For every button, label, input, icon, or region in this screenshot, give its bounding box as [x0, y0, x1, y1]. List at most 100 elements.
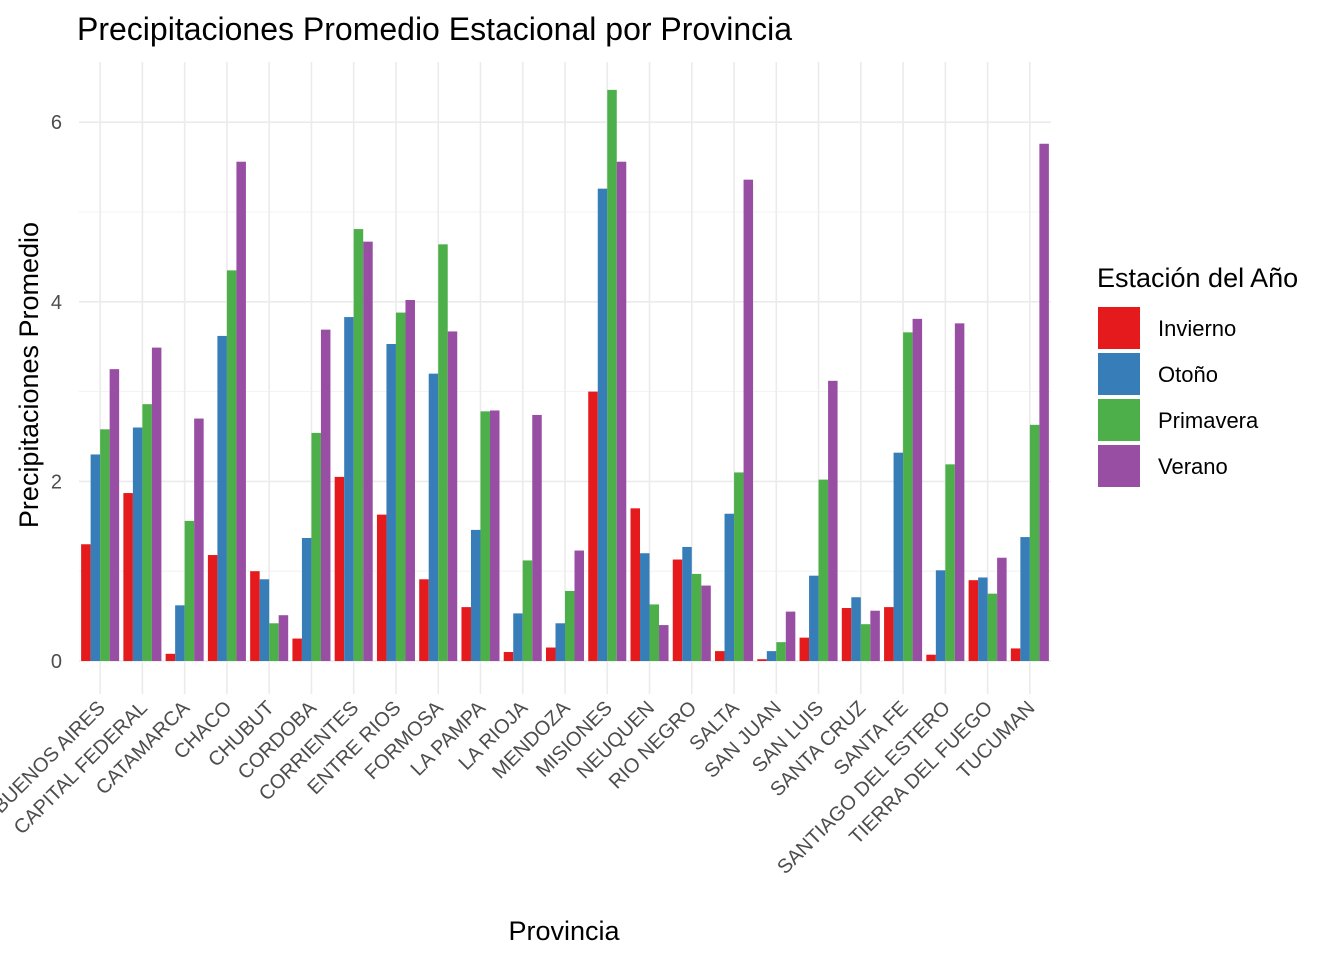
bar-santa-fe-invierno	[884, 607, 894, 661]
bar-cordoba-otono	[301, 537, 312, 661]
y-axis: 0 2 4 6	[51, 112, 62, 673]
bar-santa-cruz-verano	[870, 610, 880, 661]
bar-la-rioja-otono	[513, 613, 523, 661]
bar-santiago-del-estero-otono	[935, 570, 946, 661]
bar-buenos-aires-primavera	[100, 429, 110, 661]
bar-mendoza-verano	[574, 550, 585, 661]
y-tick-label: 6	[51, 112, 62, 134]
bar-neuquen-primavera	[649, 604, 660, 661]
bar-misiones-primavera	[607, 89, 617, 661]
bar-formosa-primavera	[438, 244, 448, 661]
legend: Estación del Año Invierno Otoño Primavera V…	[1097, 263, 1298, 487]
bar-cordoba-verano	[320, 329, 331, 661]
legend-title: Estación del Año	[1097, 263, 1298, 293]
bar-rio-negro-verano	[701, 585, 711, 661]
bar-corrientes-otono	[344, 317, 354, 661]
bar-catamarca-verano	[194, 418, 204, 661]
y-axis-title: Precipitaciones Promedio	[14, 222, 44, 528]
bar-capital-federal-verano	[151, 347, 162, 661]
bar-la-pampa-primavera	[480, 411, 490, 661]
bar-tucuman-primavera	[1029, 424, 1040, 661]
bar-san-juan-invierno	[757, 659, 767, 661]
bar-la-pampa-otono	[470, 529, 481, 661]
bar-tucuman-otono	[1020, 537, 1030, 661]
bar-misiones-invierno	[588, 391, 598, 661]
bar-santiago-del-estero-verano	[954, 323, 965, 661]
legend-key-primavera	[1098, 399, 1140, 441]
bar-rio-negro-primavera	[691, 573, 702, 661]
bar-santiago-del-estero-primavera	[945, 464, 955, 661]
x-axis-title: Provincia	[508, 916, 620, 946]
bar-formosa-invierno	[419, 579, 429, 661]
bar-la-rioja-verano	[532, 414, 542, 661]
bar-mendoza-otono	[555, 623, 565, 661]
bar-salta-verano	[743, 179, 754, 661]
bar-salta-invierno	[715, 651, 725, 661]
bar-san-luis-invierno	[799, 637, 810, 661]
bar-mendoza-primavera	[565, 590, 575, 661]
y-tick-label: 2	[51, 471, 62, 493]
bar-salta-otono	[724, 513, 735, 661]
bar-entre-rios-otono	[386, 344, 396, 661]
bar-entre-rios-verano	[405, 300, 415, 661]
bar-buenos-aires-invierno	[81, 544, 91, 661]
bar-san-luis-primavera	[818, 479, 829, 661]
bar-san-luis-otono	[809, 575, 819, 661]
bar-neuquen-otono	[640, 553, 650, 661]
bar-san-juan-primavera	[776, 642, 786, 661]
bar-santa-cruz-otono	[851, 597, 861, 661]
bar-chubut-primavera	[269, 623, 279, 661]
bar-santa-fe-otono	[893, 452, 904, 661]
bar-san-juan-verano	[785, 611, 796, 661]
bar-catamarca-otono	[175, 605, 185, 661]
bar-salta-primavera	[734, 472, 744, 661]
legend-label-invierno: Invierno	[1158, 316, 1236, 341]
bar-catamarca-primavera	[184, 520, 195, 661]
bar-tierra-del-fuego-invierno	[968, 580, 979, 661]
bar-neuquen-verano	[659, 625, 669, 661]
bar-buenos-aires-verano	[109, 369, 120, 661]
bar-santiago-del-estero-invierno	[926, 654, 936, 661]
y-tick-label: 0	[51, 651, 62, 673]
bar-san-juan-otono	[766, 651, 777, 661]
bar-misiones-otono	[597, 188, 608, 662]
legend-key-verano	[1098, 445, 1140, 487]
legend-label-verano: Verano	[1158, 454, 1228, 479]
bar-formosa-verano	[447, 331, 458, 661]
legend-label-primavera: Primavera	[1158, 408, 1259, 433]
bar-buenos-aires-otono	[90, 454, 101, 661]
bar-tierra-del-fuego-verano	[997, 557, 1007, 661]
legend-items: Invierno Otoño Primavera Verano	[1098, 307, 1259, 487]
bar-tierra-del-fuego-primavera	[987, 593, 998, 661]
bar-la-pampa-invierno	[461, 607, 471, 661]
y-tick-label: 4	[51, 292, 62, 314]
chart-title: Precipitaciones Promedio Estacional por …	[77, 11, 792, 47]
bar-capital-federal-invierno	[123, 493, 133, 661]
bar-chubut-invierno	[250, 571, 260, 661]
bar-entre-rios-invierno	[376, 514, 387, 661]
bar-chaco-primavera	[226, 270, 237, 661]
bar-catamarca-invierno	[165, 653, 176, 661]
bar-capital-federal-primavera	[142, 404, 152, 661]
bar-formosa-otono	[428, 373, 439, 661]
bar-chubut-verano	[278, 615, 289, 661]
bar-tierra-del-fuego-otono	[978, 577, 988, 661]
legend-key-otono	[1098, 353, 1140, 395]
bar-santa-cruz-invierno	[841, 608, 852, 661]
bar-corrientes-invierno	[334, 476, 345, 661]
bar-san-luis-verano	[828, 380, 838, 661]
bar-santa-cruz-primavera	[860, 624, 871, 661]
bar-tucuman-verano	[1039, 143, 1049, 661]
bar-santa-fe-primavera	[903, 332, 913, 661]
bar-la-rioja-primavera	[522, 560, 533, 661]
bar-corrientes-verano	[363, 241, 373, 661]
bar-misiones-verano	[616, 161, 627, 661]
bar-capital-federal-otono	[132, 427, 143, 661]
bar-tucuman-invierno	[1010, 648, 1021, 661]
bar-chaco-invierno	[207, 555, 218, 661]
bar-cordoba-primavera	[311, 432, 321, 661]
bar-corrientes-primavera	[353, 229, 364, 661]
bars	[81, 89, 1049, 662]
